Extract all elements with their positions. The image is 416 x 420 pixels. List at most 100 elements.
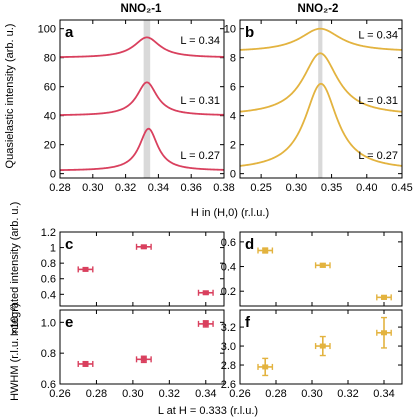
y-tick-label: 4 bbox=[230, 111, 236, 123]
axes-frame bbox=[239, 231, 403, 307]
x-tick-label: 0.32 bbox=[159, 388, 180, 400]
axes-frame bbox=[239, 19, 403, 179]
series-label-3: L = 0.27 bbox=[358, 150, 398, 162]
series-label-2: L = 0.31 bbox=[358, 95, 398, 107]
series-line-2 bbox=[239, 52, 403, 113]
x-axis-label-l: L at H = 0.333 (r.l.u.) bbox=[158, 405, 258, 417]
y-tick-label: 100 bbox=[38, 24, 56, 36]
panel-e: 0.6 0.8 1.0 0.26 0.28 0.30 0.32 0.34 e bbox=[41, 309, 225, 400]
y-tick-label: 3.2 bbox=[221, 322, 236, 334]
axes-frame bbox=[59, 231, 225, 307]
panel-letter-b: b bbox=[245, 24, 254, 41]
y-tick-label: 0.6 bbox=[221, 237, 236, 249]
axes-frame bbox=[59, 309, 225, 385]
axes-frame bbox=[239, 309, 403, 385]
panel-d: 0.2 0.4 0.6 d bbox=[221, 231, 403, 307]
y-tick-label: 2.8 bbox=[221, 360, 236, 372]
title-nno2-1: NNO₂-1 bbox=[121, 3, 162, 15]
series-line-1 bbox=[239, 27, 403, 51]
panel-letter-f: f bbox=[245, 314, 251, 331]
series-line-2 bbox=[59, 81, 225, 116]
x-tick-label: 0.26 bbox=[229, 388, 250, 400]
x-tick-label: 0.28 bbox=[49, 182, 70, 194]
series-line-3 bbox=[59, 127, 225, 171]
panel-letter-a: a bbox=[65, 24, 74, 41]
y-tick-label: 80 bbox=[44, 53, 56, 65]
peak-band bbox=[143, 20, 151, 178]
data-point-2 bbox=[319, 343, 326, 349]
data-point-1 bbox=[82, 266, 89, 272]
x-axis-label-h: H in (H,0) (r.l.u.) bbox=[191, 207, 269, 219]
x-tick-label: 0.26 bbox=[49, 388, 70, 400]
series-label-1: L = 0.34 bbox=[358, 29, 398, 41]
x-tick-label: 0.36 bbox=[180, 182, 201, 194]
panel-b: 0 2 4 6 8 10 0.25 0.30 0.35 0.40 0.45 L = 0.34 L = 0… bbox=[224, 19, 413, 194]
x-tick-label: 0.34 bbox=[195, 388, 216, 400]
x-tick-label: 0.28 bbox=[86, 388, 107, 400]
axes-frame bbox=[59, 19, 225, 179]
data-point-3 bbox=[202, 321, 209, 327]
panel-letter-c: c bbox=[65, 236, 73, 253]
x-tick-label: 0.34 bbox=[373, 388, 394, 400]
x-tick-label: 0.34 bbox=[148, 182, 169, 194]
y-tick-label: 0 bbox=[50, 169, 56, 181]
y-tick-label: 1.0 bbox=[41, 317, 56, 329]
series-label-3: L = 0.27 bbox=[180, 150, 220, 162]
y-tick-label: 6 bbox=[230, 82, 236, 94]
panel-letter-d: d bbox=[245, 236, 254, 253]
series-label-2: L = 0.31 bbox=[180, 95, 220, 107]
y-tick-label: 0.2 bbox=[221, 286, 236, 298]
series-label-1: L = 0.34 bbox=[180, 35, 220, 47]
panel-c: 0.4 0.6 0.8 1 1.2 c bbox=[41, 227, 225, 307]
x-tick-label: 0.32 bbox=[337, 388, 358, 400]
x-tick-label: 0.30 bbox=[301, 388, 322, 400]
y-tick-label: 0.8 bbox=[41, 258, 56, 270]
y-tick-label: 8 bbox=[230, 53, 236, 65]
series-line-3 bbox=[239, 82, 403, 167]
data-point-1 bbox=[262, 364, 269, 370]
y-tick-label: 1.2 bbox=[41, 227, 56, 239]
series-line-1 bbox=[59, 36, 225, 58]
data-point-3 bbox=[202, 290, 209, 296]
y-axis-label-hwhm: HWHM (r.l.u. ×10⁻²) bbox=[9, 303, 21, 401]
y-axis-label-quasielastic: Quasielastic intensity (arb. u.) bbox=[4, 24, 16, 169]
data-point-2 bbox=[319, 262, 326, 268]
data-point-1 bbox=[262, 248, 269, 253]
y-tick-label: 20 bbox=[44, 140, 56, 152]
title-nno2-2: NNO₂-2 bbox=[298, 3, 339, 15]
x-tick-label: 0.25 bbox=[250, 182, 271, 194]
x-tick-label: 0.28 bbox=[265, 388, 286, 400]
data-point-3 bbox=[381, 330, 387, 336]
y-tick-label: 3.0 bbox=[221, 341, 236, 353]
y-tick-label: 10 bbox=[224, 24, 236, 36]
panel-letter-e: e bbox=[65, 314, 73, 331]
y-axis-label-integrated: Integrated intensity (arb. u.) bbox=[9, 202, 21, 337]
x-tick-label: 0.40 bbox=[356, 182, 377, 194]
panel-f: 2.6 2.8 3.0 3.2 0.26 0.28 0.30 0.32 0.34 f bbox=[221, 309, 403, 400]
data-point-2 bbox=[140, 356, 147, 362]
data-point-2 bbox=[140, 244, 147, 250]
y-tick-label: 0.6 bbox=[41, 274, 56, 286]
y-tick-label: 2 bbox=[230, 140, 236, 152]
x-tick-label: 0.30 bbox=[82, 182, 103, 194]
data-point-1 bbox=[82, 361, 89, 367]
y-tick-label: 0 bbox=[230, 169, 236, 181]
x-tick-label: 0.35 bbox=[321, 182, 342, 194]
y-tick-label: 0.4 bbox=[41, 289, 56, 301]
x-tick-label: 0.30 bbox=[286, 182, 307, 194]
peak-band bbox=[318, 20, 323, 178]
x-tick-label: 0.30 bbox=[122, 388, 143, 400]
x-tick-label: 0.38 bbox=[213, 182, 234, 194]
y-tick-label: 1 bbox=[50, 243, 56, 255]
x-tick-label: 0.45 bbox=[391, 182, 412, 194]
y-tick-label: 40 bbox=[44, 111, 56, 123]
y-tick-label: 2.6 bbox=[221, 379, 236, 391]
y-tick-label: 60 bbox=[44, 82, 56, 94]
y-tick-label: 0.6 bbox=[41, 379, 56, 391]
y-tick-label: 0.4 bbox=[221, 262, 236, 274]
x-tick-label: 0.32 bbox=[115, 182, 136, 194]
y-tick-label: 0.8 bbox=[41, 348, 56, 360]
